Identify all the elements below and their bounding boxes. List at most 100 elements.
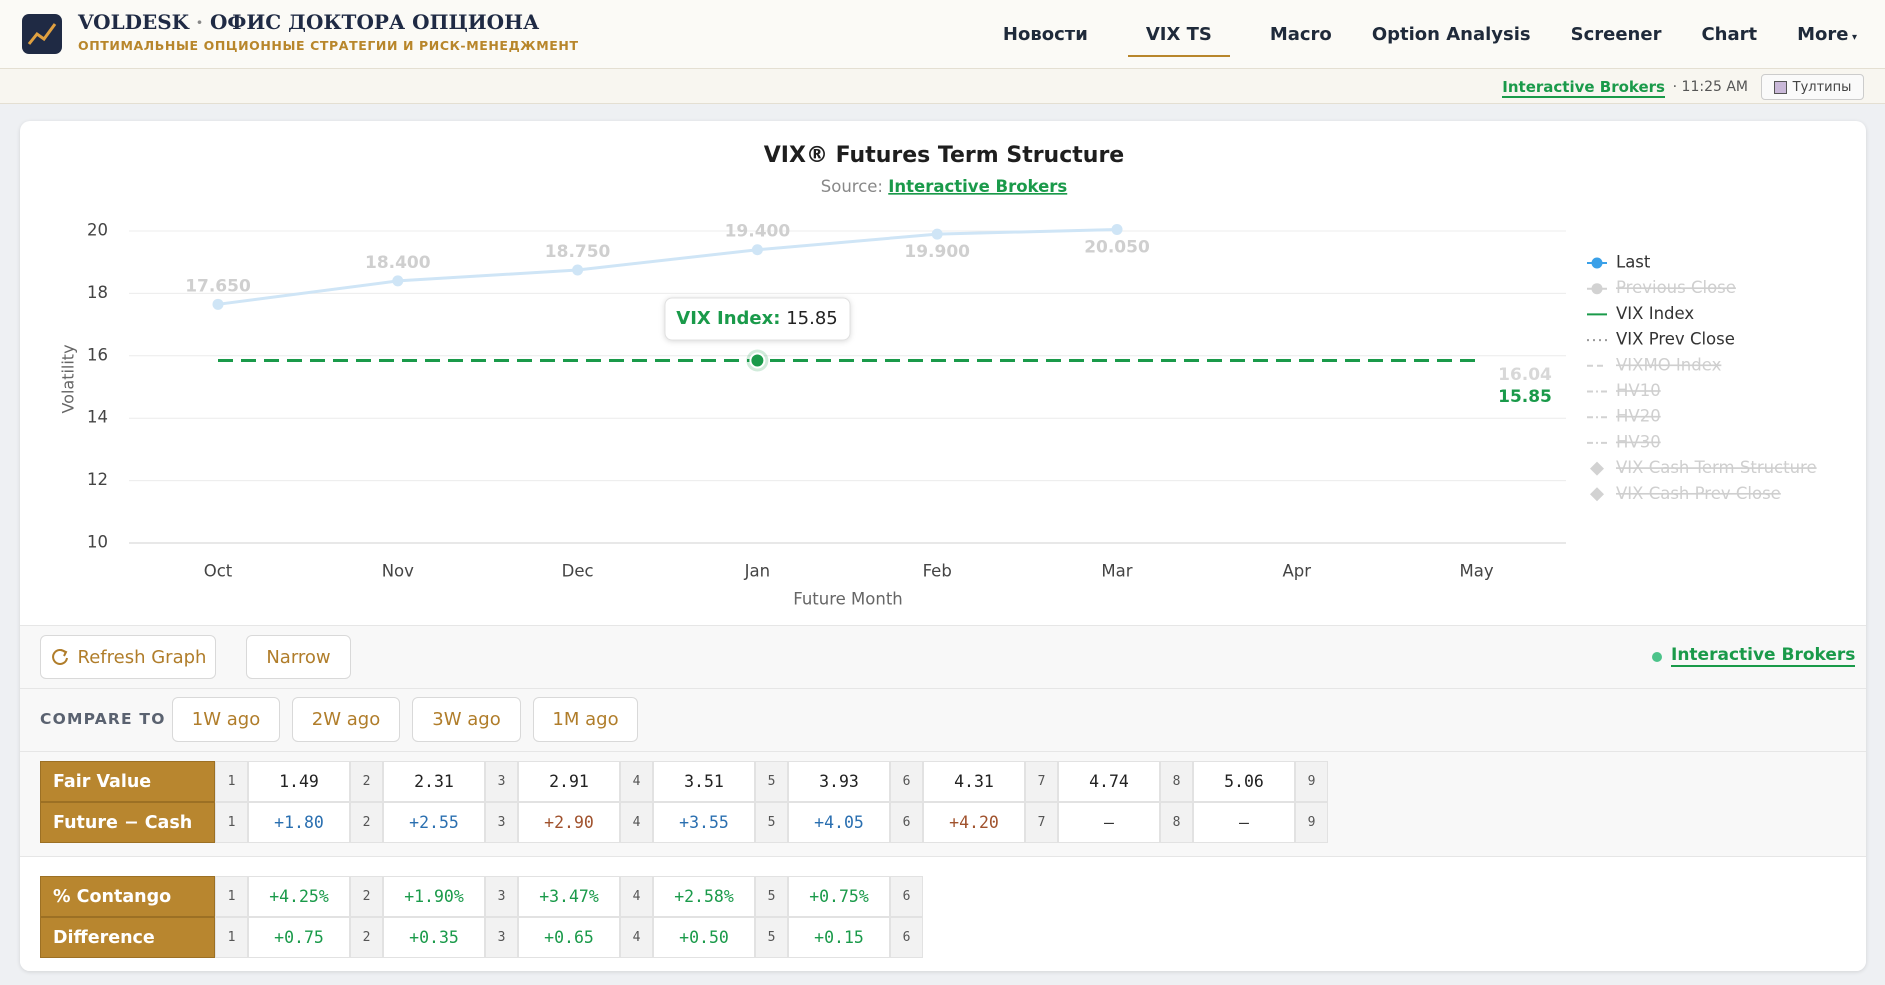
legend-item[interactable]: HV10 <box>1616 381 1661 400</box>
data-label: 18.750 <box>545 242 611 262</box>
index-cell: 1 <box>215 802 248 843</box>
row-label: Fair Value <box>40 761 215 802</box>
point <box>212 298 224 310</box>
refresh-label: Refresh Graph <box>77 646 207 668</box>
x-tick-label: Nov <box>382 562 414 581</box>
value-cell: 5.06 <box>1193 761 1295 802</box>
index-cell: 4 <box>620 802 653 843</box>
row-label: Future − Cash <box>40 802 215 843</box>
data-label: 19.400 <box>725 222 791 242</box>
index-cell: 7 <box>1025 761 1058 802</box>
x-tick-label: Feb <box>923 562 952 581</box>
value-cell: +0.15 <box>788 917 890 958</box>
x-tick-label: Oct <box>204 562 233 581</box>
index-cell: 5 <box>755 761 788 802</box>
index-cell: 5 <box>755 917 788 958</box>
index-cell: 3 <box>485 917 518 958</box>
tooltip-value: 15.85 <box>786 308 838 329</box>
chart-subtitle: Source: Interactive Brokers <box>821 177 1068 196</box>
legend-item[interactable]: HV30 <box>1616 432 1661 451</box>
x-tick-label: Apr <box>1283 562 1312 581</box>
subtitle: Source: <box>821 177 883 196</box>
legend-item[interactable]: VIX Prev Close <box>1616 330 1735 349</box>
source-link[interactable]: Interactive Brokers <box>1671 645 1856 667</box>
legend-diamond <box>1590 487 1604 502</box>
index-cell: 1 <box>215 761 248 802</box>
point <box>1111 223 1123 235</box>
legend-item[interactable]: Last <box>1616 253 1651 272</box>
value-cell: +3.47% <box>518 876 620 917</box>
compare-button[interactable]: 2W ago <box>292 697 400 742</box>
narrow-button[interactable]: Narrow <box>246 635 351 679</box>
source-link[interactable]: Interactive Brokers <box>888 177 1067 196</box>
legend-item[interactable]: VIX Cash Prev Close <box>1616 484 1781 503</box>
header: VOLDESK · ОФИС ДОКТОРА ОПЦИОНА ОПТИМАЛЬН… <box>0 0 1885 69</box>
index-cell: 8 <box>1160 802 1193 843</box>
index-cell: 2 <box>350 802 383 843</box>
office: ОФИС ДОКТОРА ОПЦИОНА <box>209 10 540 34</box>
index-cell: 9 <box>1295 802 1328 843</box>
index-cell: 5 <box>755 876 788 917</box>
logo[interactable] <box>22 14 62 54</box>
value-cell: 1.49 <box>248 761 350 802</box>
nav-item[interactable]: Screener <box>1570 24 1662 45</box>
separator: · <box>196 10 204 34</box>
index-cell: 2 <box>350 917 383 958</box>
value-cell: 2.31 <box>383 761 485 802</box>
row-label: % Contango <box>40 876 215 917</box>
tooltips-label: Тултипы <box>1792 79 1852 95</box>
status-dot <box>1652 652 1662 662</box>
nav-item[interactable]: VIX TS <box>1127 12 1230 57</box>
x-tick-label: May <box>1460 562 1494 581</box>
y-tick-label: 16 <box>87 345 108 364</box>
nav-item[interactable]: Option Analysis <box>1371 24 1531 45</box>
value-cell: +1.80 <box>248 802 350 843</box>
legend-item[interactable]: VIX Cash Term Structure <box>1616 458 1817 477</box>
data-label: 17.650 <box>185 276 251 296</box>
hover-point <box>749 352 766 369</box>
brand: VOLDESK · ОФИС ДОКТОРА ОПЦИОНА <box>78 10 539 34</box>
value-cell: 2.91 <box>518 761 620 802</box>
tooltips-toggle[interactable]: Тултипы <box>1761 74 1864 100</box>
x-tick-label: Mar <box>1101 562 1132 581</box>
point <box>931 228 943 240</box>
caret: ▾ <box>1848 32 1857 43</box>
y-tick-label: 14 <box>87 408 108 427</box>
y-tick-label: 12 <box>87 470 108 489</box>
source-link[interactable]: Interactive Brokers <box>1502 78 1665 98</box>
index-cell: 3 <box>485 802 518 843</box>
legend-item[interactable]: VIXMO Index <box>1616 355 1722 374</box>
compare-button[interactable]: 1W ago <box>172 697 280 742</box>
value-cell: +1.90% <box>383 876 485 917</box>
x-tick-label: Jan <box>744 562 770 581</box>
nav-item[interactable]: Macro <box>1269 24 1332 45</box>
tagline: ОПТИМАЛЬНЫЕ ОПЦИОННЫЕ СТРАТЕГИИ И РИСК-М… <box>78 38 579 53</box>
index-cell: 8 <box>1160 761 1193 802</box>
nav-item[interactable]: Chart <box>1701 24 1758 45</box>
compare-button[interactable]: 1M ago <box>533 697 638 742</box>
nav-item[interactable]: More ▾ <box>1797 24 1857 45</box>
value-cell: +2.90 <box>518 802 620 843</box>
chart-title: VIX® Futures Term Structure <box>764 143 1124 168</box>
nav-item[interactable]: Новости <box>1002 24 1088 45</box>
legend-item[interactable]: VIX Index <box>1616 304 1694 323</box>
index-cell: 6 <box>890 802 923 843</box>
index-cell: 3 <box>485 876 518 917</box>
point <box>572 264 584 276</box>
point <box>751 244 763 256</box>
checkbox[interactable] <box>1773 80 1787 94</box>
nav: Новости VIX TS Macro Option Analysis Screene… <box>1003 0 1857 69</box>
data-label: 19.900 <box>904 242 970 262</box>
legend-dot <box>1591 257 1603 269</box>
tooltip: VIX Index: 15.85 <box>676 308 837 329</box>
refresh-icon <box>51 649 68 665</box>
legend-item[interactable]: Previous Close <box>1616 278 1736 297</box>
legend-item[interactable]: HV20 <box>1616 407 1661 426</box>
legend-diamond <box>1590 461 1604 476</box>
compare-button[interactable]: 3W ago <box>412 697 521 742</box>
index-cell: 1 <box>215 876 248 917</box>
chart: VIX® Futures Term Structure Source: Inte… <box>59 143 1817 609</box>
y-tick-label: 20 <box>87 221 108 240</box>
index-cell: 3 <box>485 761 518 802</box>
refresh-button[interactable]: Refresh Graph <box>40 635 216 679</box>
